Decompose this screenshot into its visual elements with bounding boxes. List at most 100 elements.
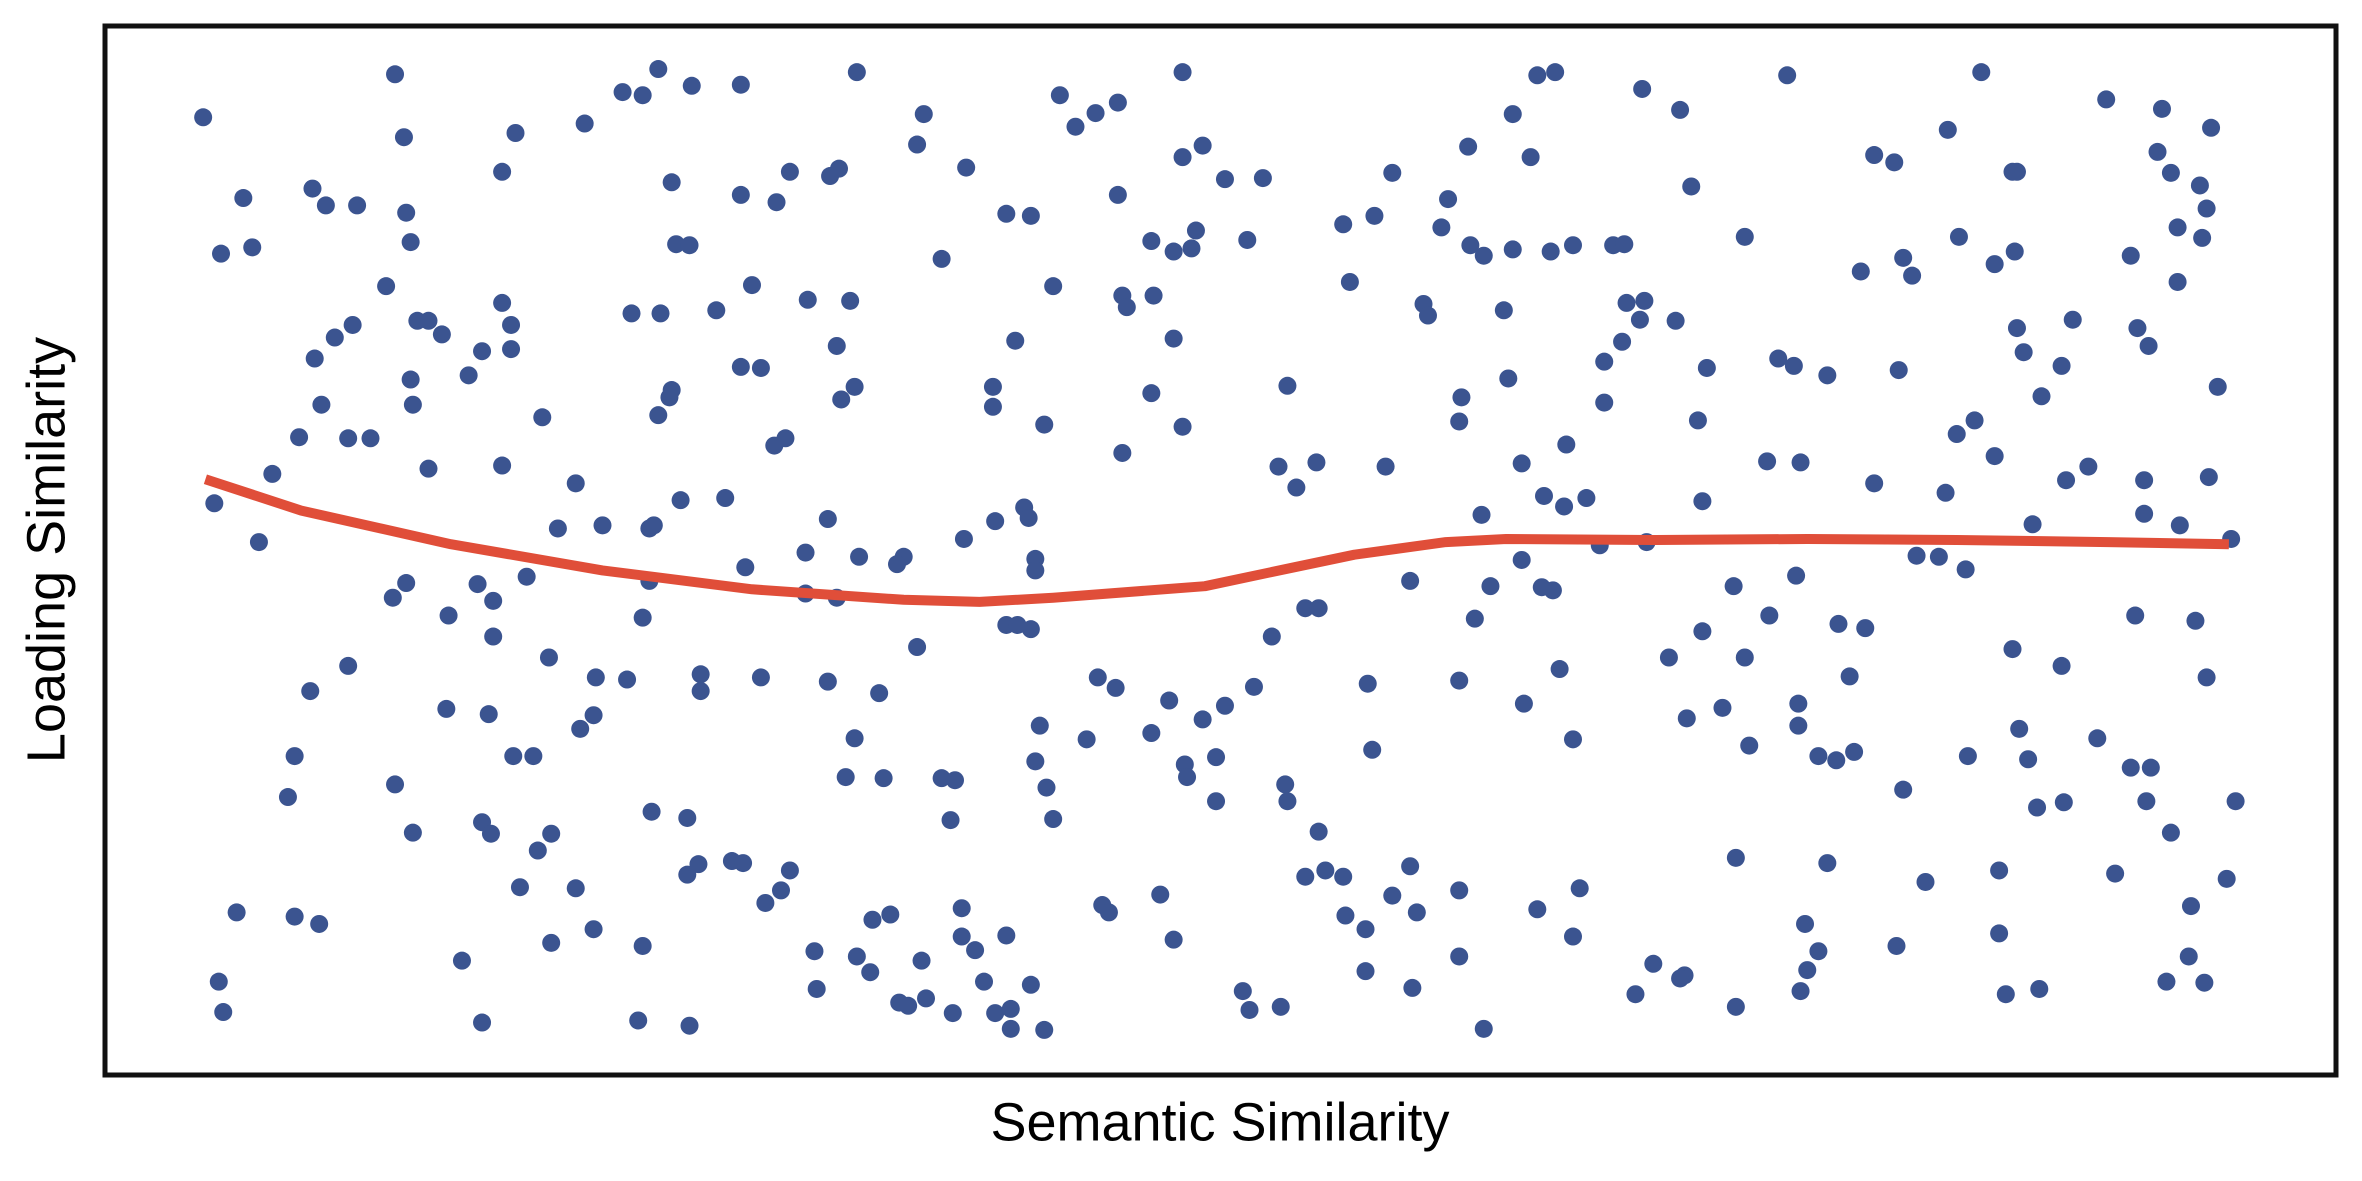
scatter-point: [1827, 751, 1846, 770]
scatter-point: [479, 705, 498, 724]
scatter-point: [633, 86, 652, 105]
scatter-point: [1644, 954, 1663, 973]
scatter-point: [1193, 710, 1212, 729]
scatter-point: [437, 699, 456, 718]
scatter-point: [1262, 627, 1281, 646]
scatter-point: [1947, 425, 1966, 444]
scatter-point: [731, 75, 750, 94]
scatter-point: [736, 558, 755, 577]
scatter-point: [542, 824, 561, 843]
scatter-point: [205, 494, 224, 513]
scatter-point: [1894, 248, 1913, 267]
scatter-point: [957, 158, 976, 177]
scatter-point: [2135, 471, 2154, 490]
scatter-point: [932, 769, 951, 788]
scatter-point: [1215, 696, 1234, 715]
scatter-point: [1365, 206, 1384, 225]
scatter-point: [716, 489, 735, 508]
scatter-point: [756, 893, 775, 912]
scatter-point: [2010, 719, 2029, 738]
scatter-point: [1035, 415, 1054, 434]
scatter-point: [1164, 242, 1183, 261]
scatter-point: [484, 627, 503, 646]
scatter-point: [780, 162, 799, 181]
scatter-point: [339, 656, 358, 675]
scatter-point: [1965, 411, 1984, 430]
scatter-point: [1173, 417, 1192, 436]
scatter-point: [1271, 997, 1290, 1016]
scatter-point: [1474, 246, 1493, 265]
scatter-point: [1787, 566, 1806, 585]
scatter-point: [1144, 286, 1163, 305]
scatter-point: [1309, 599, 1328, 618]
scatter-point: [1233, 982, 1252, 1001]
scatter-point: [1334, 867, 1353, 886]
scatter-point: [1865, 146, 1884, 165]
scatter-point: [1514, 694, 1533, 713]
scatter-point: [943, 1004, 962, 1023]
scatter-point: [310, 914, 329, 933]
scatter-point: [1108, 185, 1127, 204]
scatter-point: [1108, 93, 1127, 112]
scatter-point: [1613, 332, 1632, 351]
scatter-point: [249, 533, 268, 552]
scatter-point: [325, 328, 344, 347]
scatter-point: [397, 203, 416, 222]
scatter-point: [1595, 393, 1614, 412]
scatter-point: [731, 185, 750, 204]
scatter-point: [818, 672, 837, 691]
scatter-point: [941, 811, 960, 830]
scatter-point: [1215, 170, 1234, 189]
scatter-point: [1885, 153, 1904, 172]
scatter-point: [2128, 319, 2147, 338]
scatter-point: [2032, 387, 2051, 406]
scatter-point: [1376, 457, 1395, 476]
scatter-point: [2005, 242, 2024, 261]
scatter-point: [807, 979, 826, 998]
scatter-point: [1996, 985, 2015, 1004]
scatter-point: [742, 276, 761, 295]
scatter-point: [671, 491, 690, 510]
scatter-point: [394, 128, 413, 147]
scatter-point: [818, 510, 837, 529]
scatter-point: [1809, 747, 1828, 766]
scatter-point: [1450, 947, 1469, 966]
scatter-point: [2088, 729, 2107, 748]
scatter-point: [1186, 221, 1205, 240]
scatter-point: [932, 249, 951, 268]
scatter-point: [227, 903, 246, 922]
scatter-point: [2226, 792, 2245, 811]
scatter-point: [1938, 120, 1957, 139]
scatter-point: [1570, 879, 1589, 898]
scatter-point: [1903, 266, 1922, 285]
scatter-point: [1760, 606, 1779, 625]
scatter-point: [1173, 148, 1192, 167]
scatter-point: [1778, 66, 1797, 85]
scatter-point: [1856, 619, 1875, 638]
scatter-point: [2019, 750, 2038, 769]
scatter-point: [798, 290, 817, 309]
scatter-point: [1142, 384, 1161, 403]
scatter-point: [827, 336, 846, 355]
scatter-point: [841, 291, 860, 310]
scatter-point: [1550, 660, 1569, 679]
scatter-point: [1164, 329, 1183, 348]
scatter-point: [2137, 792, 2156, 811]
scatter-point: [1796, 914, 1815, 933]
scatter-point: [1829, 614, 1848, 633]
scatter-point: [861, 963, 880, 982]
scatter-point: [1238, 230, 1257, 249]
scatter-point: [707, 301, 726, 320]
scatter-point: [348, 196, 367, 215]
scatter-point: [1512, 550, 1531, 569]
scatter-point: [751, 358, 770, 377]
scatter-point: [1269, 457, 1288, 476]
scatter-point: [1682, 177, 1701, 196]
scatter-point: [1019, 508, 1038, 527]
scatter-point: [502, 340, 521, 359]
scatter-point: [680, 236, 699, 255]
scatter-point: [2121, 246, 2140, 265]
scatter-point: [1528, 900, 1547, 919]
scatter-point: [1030, 716, 1049, 735]
